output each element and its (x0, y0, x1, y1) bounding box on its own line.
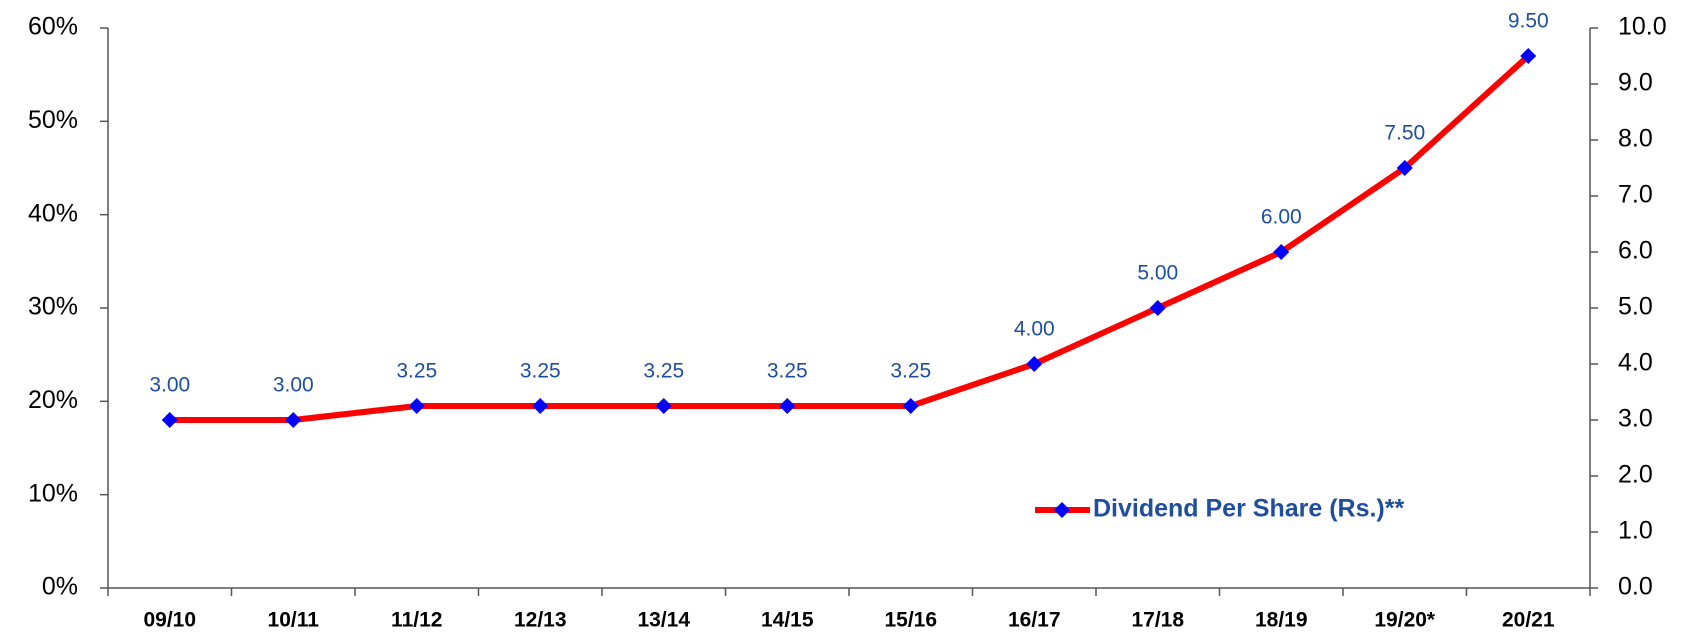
data-label: 3.25 (767, 360, 808, 383)
y2-tick-label: 2.0 (1618, 461, 1653, 489)
marker (161, 412, 178, 428)
x-tick-label: 09/10 (143, 609, 196, 632)
x-tick-label: 10/11 (268, 609, 320, 632)
marker (285, 412, 302, 428)
y-tick-label: 0% (42, 573, 78, 601)
legend-marker (1054, 502, 1070, 518)
data-label: 3.25 (643, 360, 684, 383)
data-label: 9.50 (1508, 10, 1549, 33)
marker (1520, 48, 1537, 64)
x-tick-label: 19/20* (1374, 609, 1436, 632)
series-line (169, 53, 1531, 423)
y2-tick-label: 4.0 (1618, 349, 1653, 377)
y2-tick-label: 10.0 (1618, 13, 1667, 41)
marker (408, 398, 425, 414)
x-tick-label: 12/13 (514, 609, 567, 632)
y2-tick-label: 1.0 (1618, 517, 1653, 545)
marker (779, 398, 796, 414)
data-label: 3.25 (890, 360, 931, 383)
marker (1273, 244, 1290, 260)
data-label: 3.25 (396, 360, 437, 383)
marker (1149, 300, 1166, 316)
data-label: 3.00 (149, 374, 190, 397)
y-tick-label: 30% (28, 293, 78, 321)
x-tick-label: 18/19 (1255, 609, 1308, 632)
x-tick-label: 17/18 (1131, 609, 1184, 632)
marker (532, 398, 549, 414)
marker (1396, 160, 1413, 176)
y2-tick-label: 9.0 (1618, 69, 1653, 97)
x-tick-label: 11/12 (391, 609, 442, 632)
data-label: 3.00 (273, 374, 314, 397)
x-tick-label: 15/16 (884, 609, 937, 632)
x-tick-label: 14/15 (761, 609, 814, 632)
y-tick-label: 60% (28, 13, 78, 41)
y2-tick-label: 3.0 (1618, 405, 1653, 433)
x-tick-label: 20/21 (1502, 609, 1555, 632)
data-label: 7.50 (1384, 122, 1425, 145)
data-label: 6.00 (1261, 206, 1302, 229)
y2-tick-label: 6.0 (1618, 237, 1653, 265)
y-tick-label: 20% (28, 386, 78, 414)
y2-tick-label: 7.0 (1618, 181, 1653, 209)
y-tick-label: 50% (28, 106, 78, 134)
x-tick-label: 16/17 (1008, 609, 1061, 632)
y2-tick-label: 8.0 (1618, 125, 1653, 153)
y-tick-label: 40% (28, 199, 78, 227)
marker (902, 398, 919, 414)
marker (1026, 356, 1043, 372)
y2-tick-label: 5.0 (1618, 293, 1653, 321)
y-tick-label: 10% (28, 479, 78, 507)
x-tick-label: 13/14 (637, 609, 690, 632)
data-label: 4.00 (1014, 318, 1055, 341)
y2-tick-label: 0.0 (1618, 573, 1653, 601)
legend-label: Dividend Per Share (Rs.)** (1093, 495, 1404, 523)
marker (655, 398, 672, 414)
data-label: 5.00 (1137, 262, 1178, 285)
data-label: 3.25 (520, 360, 561, 383)
